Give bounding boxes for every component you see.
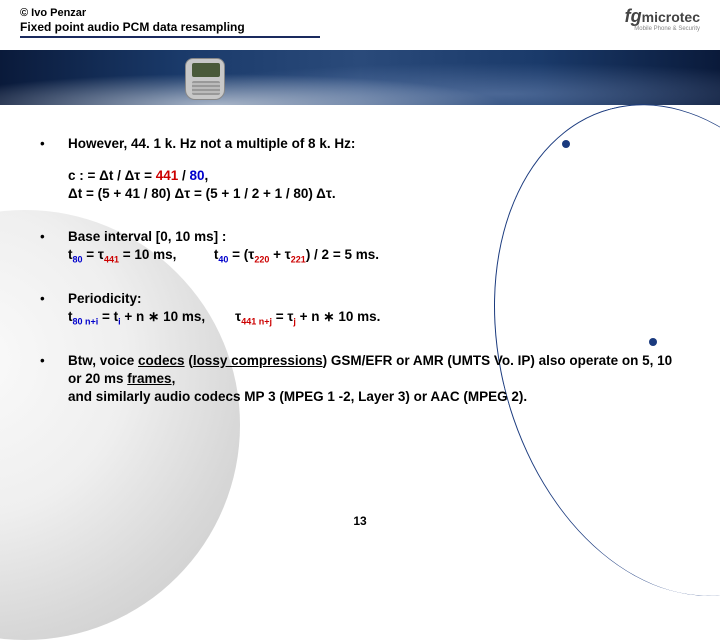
company-logo: fgmicrotec Mobile Phone & Security [625,6,700,27]
logo-microtec: microtec [642,9,700,25]
bullet-marker: • [40,290,68,328]
page-number: 13 [353,514,366,528]
bullet-text: Btw, voice codecs (lossy compressions) G… [68,352,680,407]
bullet-text: Periodicity: t80 n+i = ti + n ∗ 10 ms, τ… [68,290,680,328]
bullet-marker: • [40,135,68,204]
banner-image [0,50,720,105]
logo-tagline: Mobile Phone & Security [634,26,700,32]
copyright-text: © Ivo Penzar [20,6,700,20]
phone-icon [185,58,225,100]
bullet-4: • Btw, voice codecs (lossy compressions)… [40,352,680,407]
slide-title: Fixed point audio PCM data resampling [20,20,700,34]
logo-fg: fg [625,6,642,27]
bullet-text: Base interval [0, 10 ms] : t80 = τ441 = … [68,228,680,266]
bullet-1: • However, 44. 1 k. Hz not a multiple of… [40,135,680,204]
bullet-text: However, 44. 1 k. Hz not a multiple of 8… [68,135,680,204]
b1-eq: c : = Δt / Δτ = 441 / 80, Δt = (5 + 41 /… [68,167,680,203]
bullet-3: • Periodicity: t80 n+i = ti + n ∗ 10 ms,… [40,290,680,328]
slide-header: © Ivo Penzar Fixed point audio PCM data … [0,0,720,50]
bullet-marker: • [40,228,68,266]
title-underline [20,36,320,38]
bullet-2: • Base interval [0, 10 ms] : t80 = τ441 … [40,228,680,266]
bullet-marker: • [40,352,68,407]
b1-lead: However, 44. 1 k. Hz not a multiple of 8… [68,136,355,151]
slide-content: • However, 44. 1 k. Hz not a multiple of… [0,105,720,416]
